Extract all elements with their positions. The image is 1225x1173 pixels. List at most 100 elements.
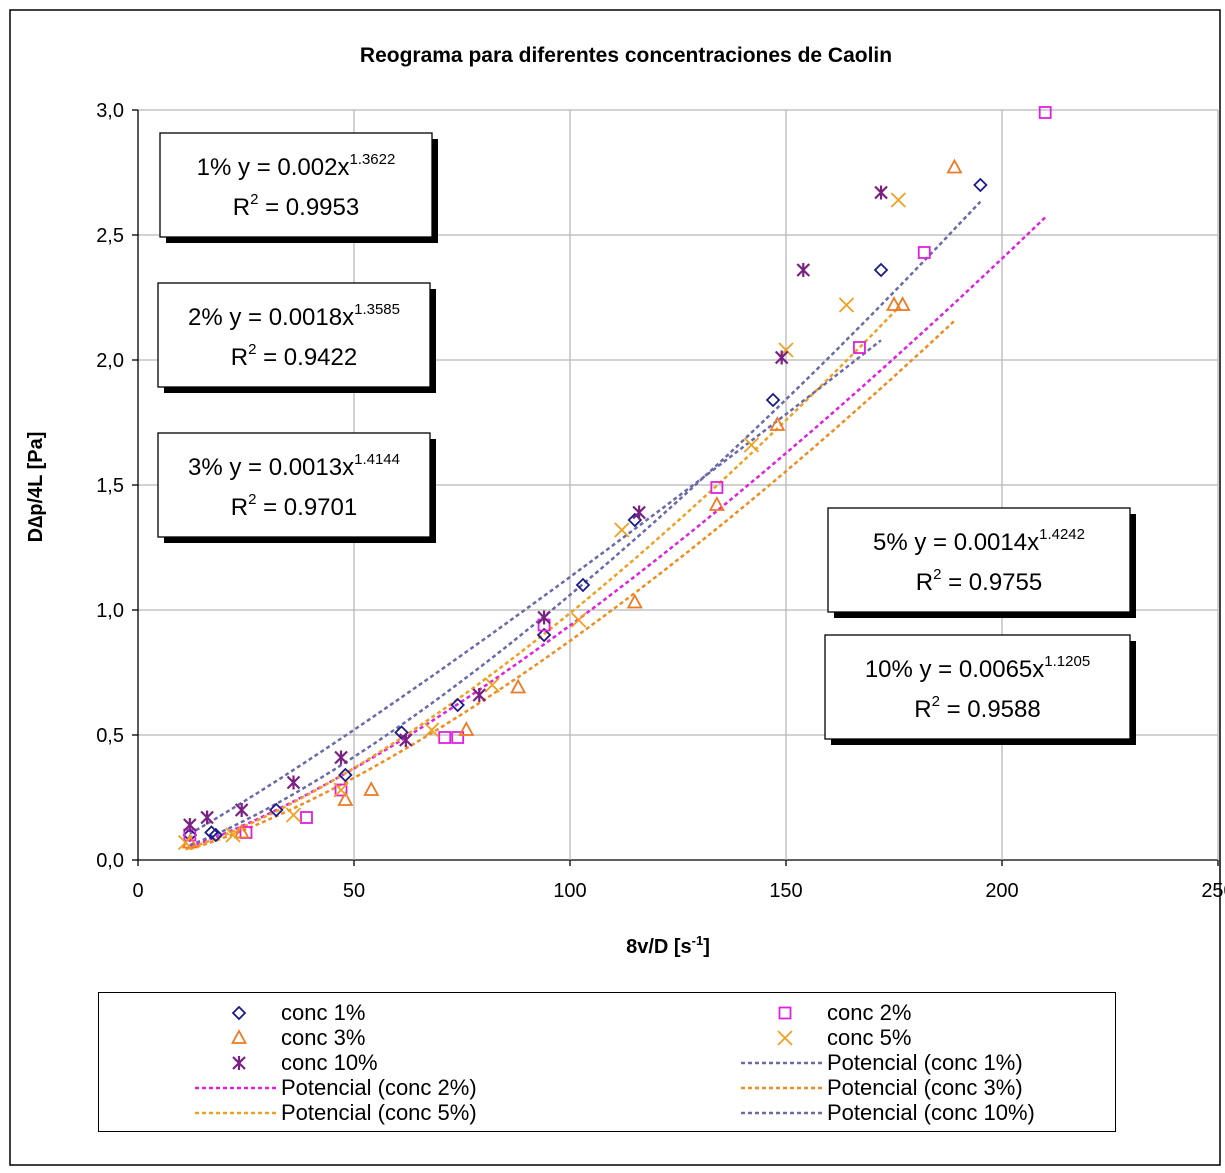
- legend-label: Potencial (conc 5%): [281, 1100, 477, 1125]
- data-point: [973, 177, 988, 193]
- data-point: [338, 767, 353, 783]
- trendline: [189, 339, 882, 835]
- data-point: [632, 505, 646, 520]
- tick-labels: 0,0 0,5 1,0 1,5 2,0 2,5 3,0 0 50 100 150 200 250: [96, 100, 1225, 902]
- legend-label: conc 5%: [827, 1025, 912, 1050]
- legend-symbol: [741, 1061, 823, 1065]
- r-squared-text: R2 = 0.9953: [233, 191, 359, 221]
- legend-symbol: [231, 1005, 247, 1021]
- chart-title: Reograma para diferentes concentraciones…: [360, 44, 892, 67]
- data-point: [424, 722, 440, 738]
- data-point: [225, 827, 241, 843]
- equation-text: 10% y = 0.0065x1.1205: [865, 653, 1090, 683]
- data-point: [458, 721, 475, 736]
- r-squared-text: R2 = 0.9701: [231, 491, 357, 521]
- equation-text: 5% y = 0.0014x1.4242: [873, 526, 1085, 556]
- data-point: [450, 697, 465, 713]
- data-point: [614, 522, 630, 538]
- data-point: [777, 1030, 793, 1046]
- legend-symbol: [778, 1006, 792, 1020]
- legend: conc 1% conc 2% conc 3% conc 5% conc 10% Pote…: [98, 992, 1116, 1132]
- equation-text: 1% y = 0.002x1.3622: [197, 151, 396, 181]
- y-tick-label: 1,0: [96, 600, 124, 622]
- data-point: [300, 811, 313, 824]
- data-point: [710, 481, 724, 494]
- data-point: [874, 185, 888, 200]
- legend-symbol: [741, 1086, 823, 1090]
- data-point: [286, 775, 301, 790]
- data-point: [917, 246, 931, 259]
- data-point: [231, 1005, 247, 1021]
- x-axis-label: 8v/D [s-1]: [626, 933, 710, 958]
- legend-symbol: [777, 1030, 793, 1046]
- legend-symbol: [195, 1111, 277, 1115]
- legend-symbol: [230, 1029, 248, 1044]
- y-tick-label: 0,5: [96, 725, 124, 747]
- data-point: [177, 834, 194, 851]
- r-squared-text: R2 = 0.9755: [916, 566, 1042, 596]
- x-tick-label: 250: [1201, 880, 1225, 902]
- equation-box: 2% y = 0.0018x1.3585 R2 = 0.9422: [157, 282, 436, 393]
- legend-label: Potencial (conc 3%): [827, 1075, 1023, 1100]
- data-point: [778, 1006, 792, 1020]
- y-tick-label: 0,0: [96, 850, 124, 872]
- data-point: [885, 296, 903, 311]
- legend-label: Potencial (conc 1%): [827, 1050, 1023, 1075]
- data-point: [769, 416, 786, 431]
- data-point: [334, 783, 348, 797]
- x-tick-label: 200: [985, 880, 1018, 902]
- equation-text: 2% y = 0.0018x1.3585: [188, 301, 400, 331]
- trendline: [189, 319, 956, 851]
- r-squared-text: R2 = 0.9422: [231, 341, 357, 371]
- data-point: [200, 810, 214, 825]
- equation-annotations: 1% y = 0.002x1.3622 R2 = 0.9953 2% y = 0.0…: [157, 132, 1136, 745]
- data-point: [894, 296, 911, 311]
- equation-text: 3% y = 0.0013x1.4144: [188, 451, 400, 481]
- x-tick-label: 0: [132, 880, 143, 902]
- data-point: [234, 803, 249, 817]
- data-points: [177, 106, 1052, 851]
- legend-symbol: [195, 1086, 277, 1090]
- data-point: [337, 791, 354, 806]
- data-point: [765, 392, 781, 408]
- x-tick-label: 100: [553, 880, 586, 902]
- data-point: [946, 158, 963, 174]
- data-point: [232, 1056, 246, 1070]
- legend-symbol: [232, 1056, 246, 1070]
- data-point: [268, 802, 284, 818]
- y-axis-label: D∆p/4L [Pa]: [25, 432, 47, 543]
- data-point: [285, 807, 302, 823]
- x-tick-label: 150: [769, 880, 802, 902]
- data-point: [796, 263, 811, 277]
- legend-label: conc 10%: [281, 1050, 378, 1075]
- data-point: [537, 610, 551, 625]
- equation-box: 3% y = 0.0013x1.4144 R2 = 0.9701: [157, 432, 436, 543]
- data-point: [853, 341, 866, 354]
- data-point: [399, 733, 413, 747]
- data-point: [571, 612, 587, 628]
- legend-label: conc 3%: [281, 1025, 366, 1050]
- y-tick-label: 2,5: [96, 225, 124, 247]
- legend-symbol: [741, 1111, 823, 1115]
- data-point: [484, 677, 500, 693]
- data-point: [575, 577, 591, 593]
- data-point: [233, 823, 250, 839]
- legend-label: Potencial (conc 2%): [281, 1075, 477, 1100]
- equation-box: 1% y = 0.002x1.3622 R2 = 0.9953: [159, 132, 438, 243]
- data-point: [536, 627, 552, 643]
- legend-label: Potencial (conc 10%): [827, 1100, 1035, 1125]
- legend-label: conc 2%: [827, 1000, 912, 1025]
- data-point: [890, 192, 906, 208]
- y-tick-label: 3,0: [96, 100, 124, 122]
- data-point: [438, 731, 452, 744]
- data-point: [183, 818, 197, 832]
- data-point: [363, 781, 380, 796]
- equation-box: 10% y = 0.0065x1.1205 R2 = 0.9588: [824, 634, 1136, 745]
- data-point: [451, 731, 465, 744]
- data-point: [708, 496, 725, 511]
- data-point: [510, 678, 527, 694]
- data-point: [333, 782, 349, 798]
- y-tick-label: 2,0: [96, 350, 124, 372]
- data-point: [230, 1029, 248, 1044]
